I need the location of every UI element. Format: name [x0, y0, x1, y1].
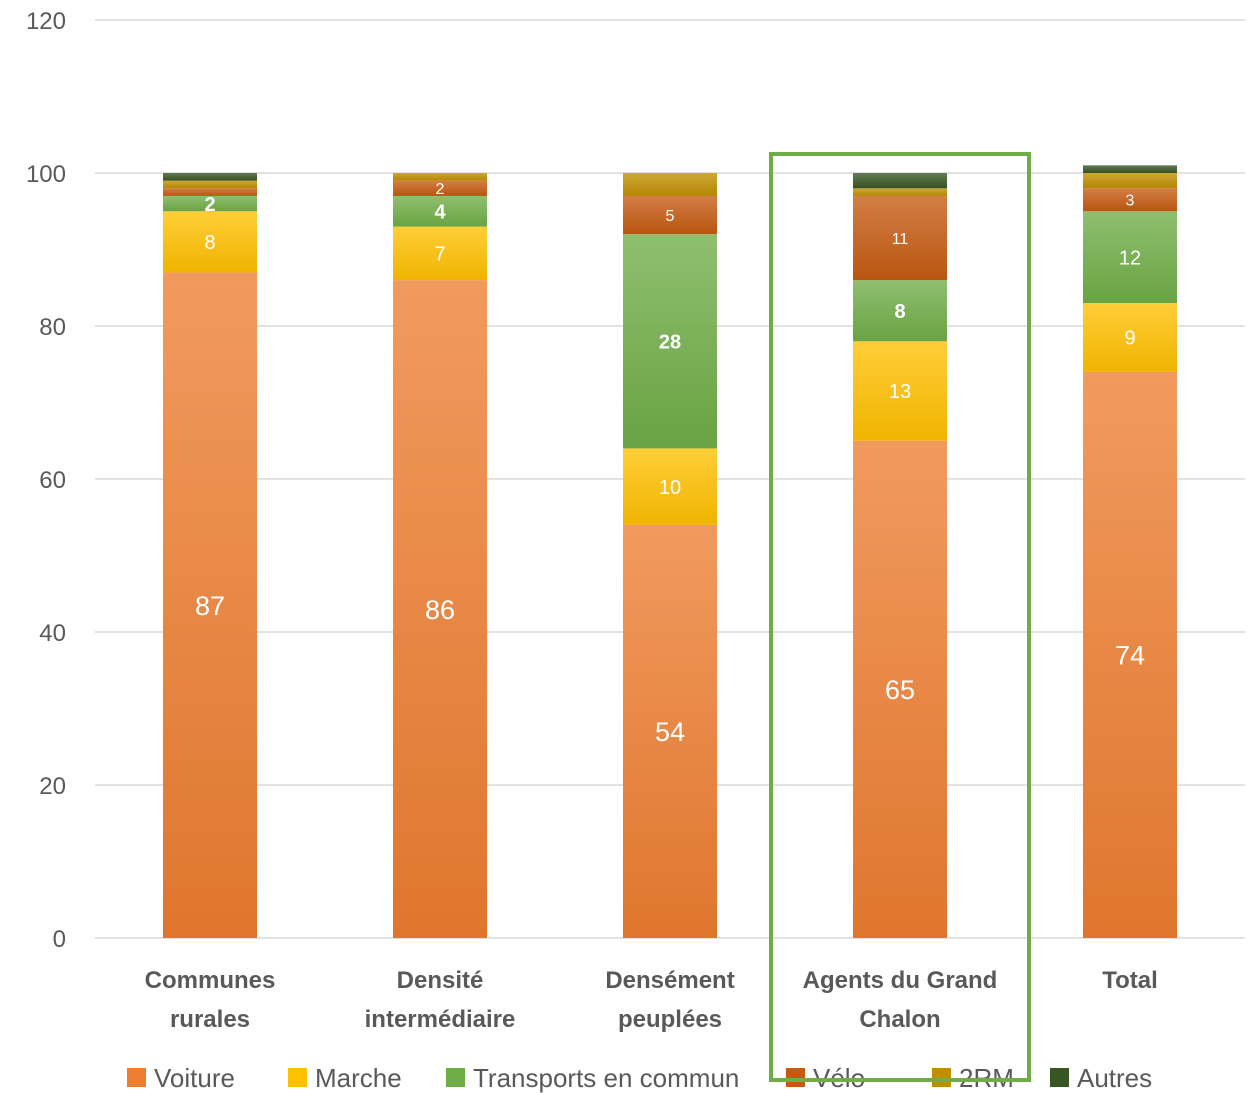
legend-swatch-4: [932, 1068, 951, 1087]
data-label-vélo-1: 2: [436, 181, 445, 198]
y-axis-ticks: 0 20 40 60 80 100 120: [26, 8, 66, 953]
bar-segment-transports-en-commun-3: [853, 280, 947, 342]
x-category-label-1: Densité intermédiaire: [365, 967, 516, 1033]
bar-segment-transports-en-commun-4: [1083, 211, 1177, 304]
data-label-vélo-4: 3: [1126, 193, 1135, 210]
data-label-transports-en-commun-2: 28: [659, 332, 681, 354]
legend-swatch-0: [127, 1068, 146, 1087]
y-tick-label-80: 80: [39, 314, 66, 341]
data-label-marche-3: 13: [889, 381, 911, 403]
bar-segment-vélo-3: [853, 195, 947, 281]
data-label-marche-0: 8: [204, 232, 215, 254]
bar-segment-2rm-2: [623, 173, 717, 196]
x-category-label-3: Agents du Grand Chalon: [803, 967, 998, 1033]
x-category-label-2: Densément peuplées: [605, 967, 734, 1033]
y-tick-label-100: 100: [26, 161, 66, 188]
bar-segment-vélo-1: [393, 180, 487, 196]
data-label-voiture-2: 54: [655, 717, 685, 747]
bar-segment-voiture-3: [853, 440, 947, 938]
x-category-label-0: Communes rurales: [145, 967, 276, 1033]
data-label-voiture-4: 74: [1115, 641, 1145, 671]
bar-segment-vélo-0: [163, 188, 257, 196]
legend: Voiture Marche Transports en commun Vélo 2RM…: [127, 1063, 1152, 1093]
data-label-vélo-3: 11: [892, 231, 909, 248]
x-axis-categories: Communes rurales Densité intermédiaire Densé…: [145, 967, 1158, 1033]
data-label-voiture-0: 87: [195, 591, 225, 621]
bars: [163, 165, 1177, 939]
x-category-label-4: Total: [1102, 967, 1158, 994]
highlight-box: [769, 152, 1031, 1082]
legend-label-5: Autres: [1077, 1063, 1152, 1093]
bar-segment-transports-en-commun-0: [163, 195, 257, 212]
y-tick-label-60: 60: [39, 467, 66, 494]
legend-label-2: Transports en commun: [473, 1063, 739, 1093]
data-label-marche-4: 9: [1124, 328, 1135, 350]
bar-segment-voiture-4: [1083, 371, 1177, 938]
legend-swatch-1: [288, 1068, 307, 1087]
bar-segment-2rm-4: [1083, 173, 1177, 189]
bar-segment-2rm-0: [163, 180, 257, 189]
data-label-voiture-3: 65: [885, 675, 915, 705]
data-label-transports-en-commun-4: 12: [1119, 247, 1141, 269]
bar-segment-transports-en-commun-1: [393, 195, 487, 227]
data-label-transports-en-commun-1: 4: [434, 201, 446, 223]
bar-segment-autres-0: [163, 173, 257, 181]
bar-segment-vélo-2: [623, 195, 717, 235]
highlight-frame: [769, 152, 1031, 1082]
y-tick-label-40: 40: [39, 620, 66, 647]
bar-segment-marche-0: [163, 211, 257, 273]
bar-segment-voiture-1: [393, 280, 487, 939]
legend-swatch-2: [446, 1068, 465, 1087]
bar-segment-autres-4: [1083, 165, 1177, 173]
bar-segment-voiture-2: [623, 524, 717, 938]
bar-segment-2rm-1: [393, 173, 487, 181]
bar-segment-marche-1: [393, 226, 487, 281]
y-tick-label-120: 120: [26, 8, 66, 35]
data-label-marche-2: 10: [659, 477, 681, 499]
data-label-transports-en-commun-3: 8: [894, 301, 905, 323]
data-label-transports-en-commun-0: 2: [204, 194, 215, 216]
data-label-voiture-1: 86: [425, 595, 455, 625]
y-tick-label-0: 0: [53, 926, 66, 953]
bar-segment-voiture-0: [163, 272, 257, 938]
legend-label-1: Marche: [315, 1063, 402, 1093]
bar-segment-marche-3: [853, 341, 947, 441]
bar-segment-autres-3: [853, 173, 947, 189]
legend-swatch-5: [1050, 1068, 1069, 1087]
bar-segment-transports-en-commun-2: [623, 234, 717, 449]
legend-swatch-3: [786, 1068, 805, 1087]
data-label-vélo-2: 5: [666, 208, 675, 225]
legend-label-0: Voiture: [154, 1063, 235, 1093]
y-tick-label-20: 20: [39, 773, 66, 800]
bar-segment-vélo-4: [1083, 188, 1177, 212]
bar-segment-marche-2: [623, 448, 717, 525]
bar-segment-2rm-3: [853, 188, 947, 196]
data-label-marche-1: 7: [434, 244, 445, 266]
bar-segment-marche-4: [1083, 303, 1177, 372]
